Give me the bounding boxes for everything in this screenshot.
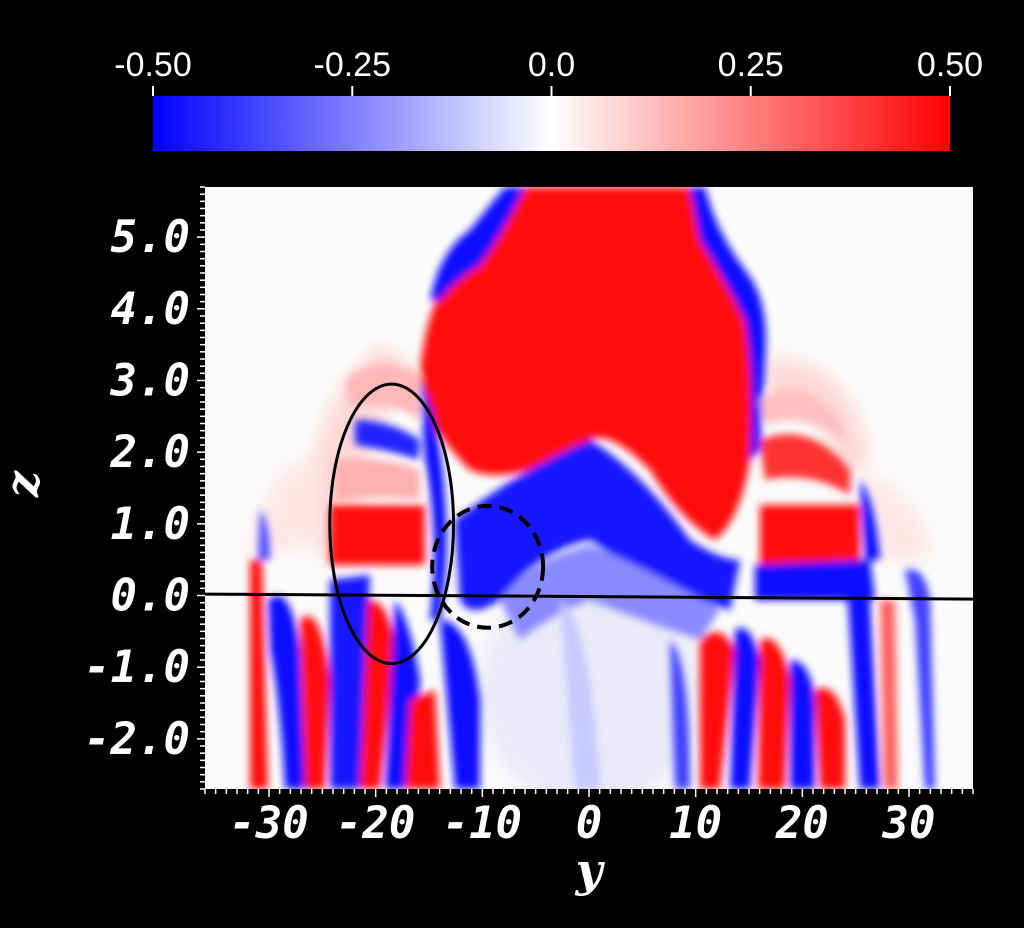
plot-area: -30 -20 -10 0 10 20 30 5.0 4.0 3.0 2.0 1.0 0.0 -1.0 -… (0, 186, 974, 897)
y-tick-label: 0.0 (111, 571, 190, 622)
x-axis-label: y (575, 843, 606, 897)
colorbar-gradient (153, 96, 950, 151)
x-tick-labels: -30 -20 -10 0 10 20 30 (229, 798, 935, 849)
field-heatmap (250, 187, 935, 789)
x-tick-label: -20 (336, 798, 415, 849)
overlays (204, 382, 974, 666)
y-axis-label: z (0, 470, 49, 498)
y-tick-labels: 5.0 4.0 3.0 2.0 1.0 0.0 -1.0 -2.0 (84, 212, 190, 765)
x-tick-label: -30 (229, 798, 308, 849)
y-tick-label: -2.0 (84, 714, 190, 765)
x-tick-label: 30 (882, 798, 936, 849)
colorbar-tick-label: 0.0 (528, 46, 575, 84)
solid-ellipse (328, 382, 456, 666)
colorbar-tick-label: 0.25 (718, 46, 784, 84)
dashed-ellipse (430, 503, 546, 630)
y-tick-label: 5.0 (111, 212, 190, 263)
x-tick-label: 20 (775, 798, 829, 849)
x-tick-label: 0 (576, 798, 603, 849)
reference-line (204, 592, 974, 601)
colorbar-tick-label: 0.50 (917, 46, 983, 84)
y-tick-label: -1.0 (84, 642, 190, 693)
y-tick-label: 3.0 (110, 356, 190, 407)
y-tick-label: 4.0 (111, 284, 190, 335)
x-tick-label: 10 (669, 798, 722, 849)
minor-ticks (197, 186, 974, 797)
y-tick-label: 1.0 (111, 499, 190, 550)
colorbar-ticks: -0.50 -0.25 0.0 0.25 0.50 (114, 46, 983, 96)
colorbar-tick-label: -0.50 (114, 46, 192, 84)
x-tick-label: -10 (443, 798, 522, 849)
colorbar-tick-label: -0.25 (314, 46, 392, 84)
colorbar: -0.50 -0.25 0.0 0.25 0.50 (114, 46, 983, 151)
y-tick-label: 2.0 (110, 427, 190, 478)
